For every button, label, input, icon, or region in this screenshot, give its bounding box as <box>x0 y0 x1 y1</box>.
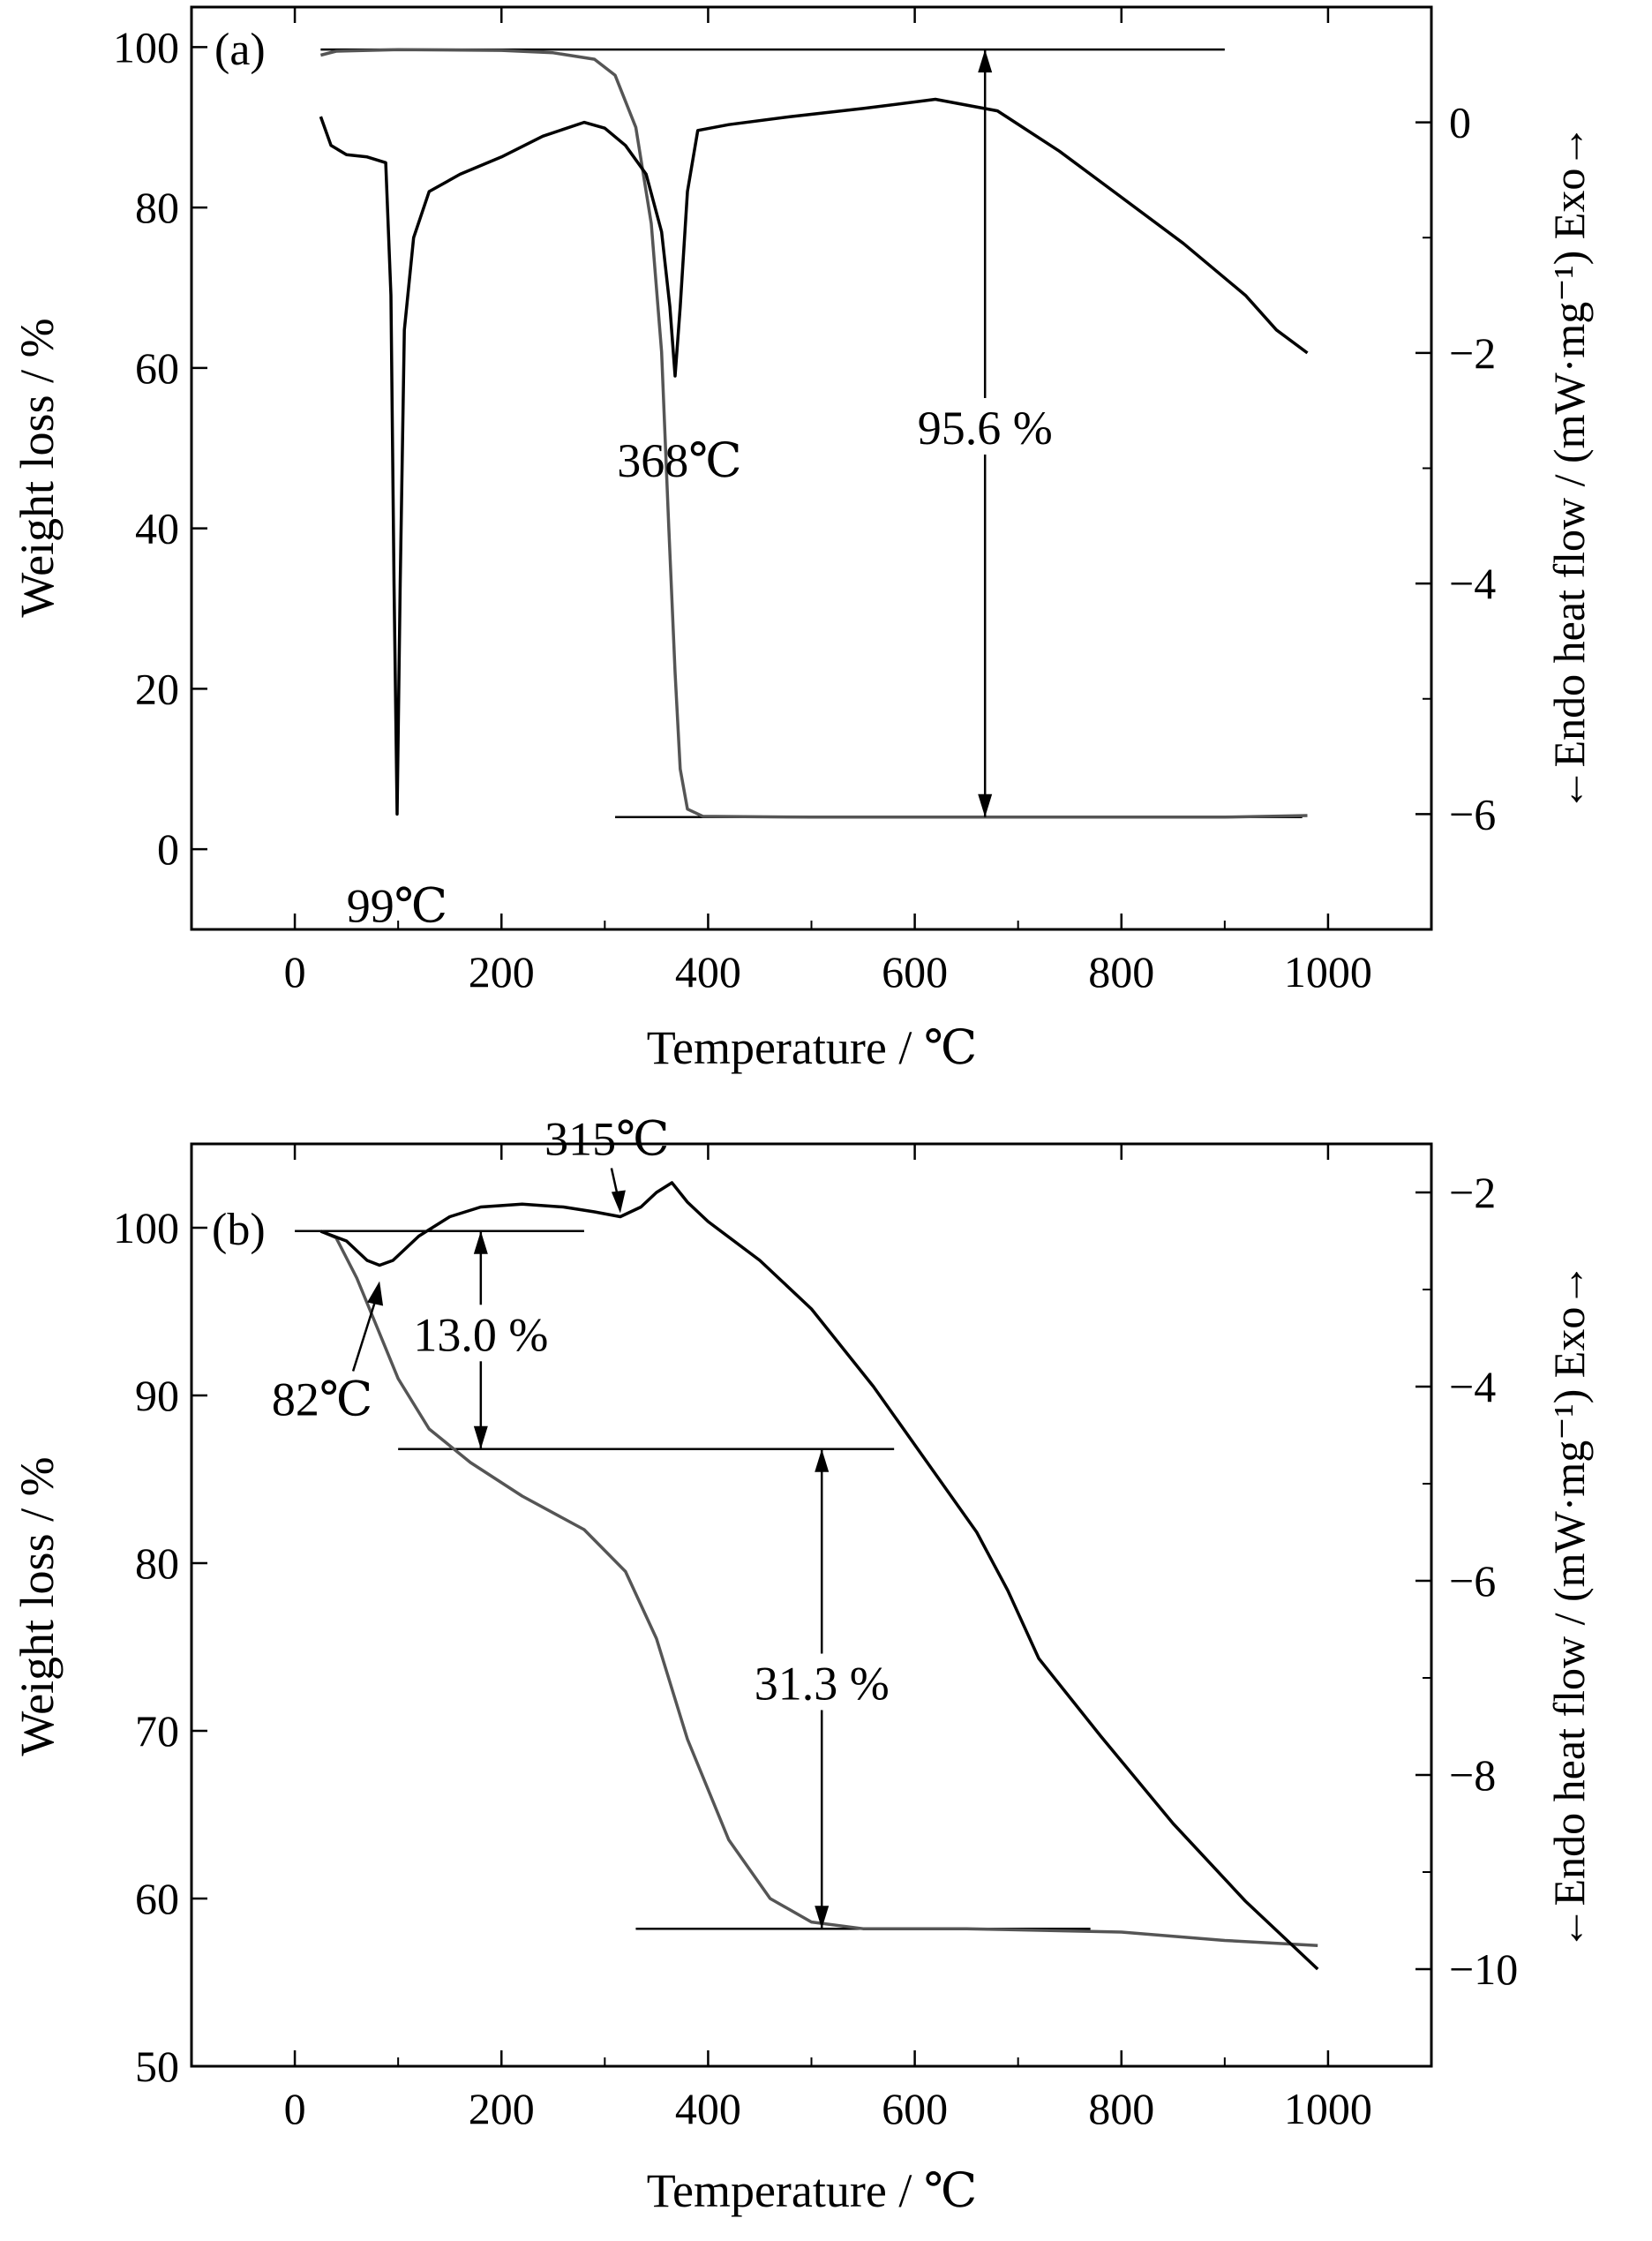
measure-label-bg <box>401 1305 560 1362</box>
annotation-arrow-head <box>367 1281 384 1306</box>
y2-ticks-a: 0 −2 −4 −6 <box>1415 98 1496 930</box>
arrow-head-down <box>978 793 993 817</box>
y2-axis-label-b: ←Endo heat flow / (mW·mg⁻¹) Exo→ <box>1544 1263 1594 1951</box>
y-ticks-a: 0 20 40 60 80 100 <box>113 22 207 874</box>
series-a <box>319 48 1309 819</box>
series-b <box>319 1181 1319 1971</box>
x-ticks-a: 0 200 400 600 800 1000 <box>191 7 1432 996</box>
x-axis-label-a: Temperature / ℃ <box>647 1021 977 1074</box>
y-tick-label: 90 <box>135 1371 179 1420</box>
y2-tick-label: −10 <box>1449 1944 1518 1994</box>
arrows-b: 13.0 % 31.3 % <box>401 1230 902 1929</box>
y2-tick-label: −4 <box>1449 1362 1496 1411</box>
arrow-head-up <box>978 49 993 73</box>
arrow-head-up <box>473 1230 488 1254</box>
arrow-head-up <box>815 1448 830 1472</box>
x-tick-label: 800 <box>1088 947 1154 996</box>
y-tick-label: 70 <box>135 1706 179 1756</box>
panel-label-a: (a) <box>214 25 266 75</box>
x-tick-label: 1000 <box>1284 2084 1372 2133</box>
weight-loss-curve <box>319 1230 1318 1947</box>
y-axis-label-a: Weight loss / % <box>11 318 64 617</box>
y-tick-label: 100 <box>113 1203 179 1252</box>
peak-annotation: 315℃ <box>544 1113 669 1166</box>
peak-annotation: 368℃ <box>617 434 741 487</box>
y-tick-label: 50 <box>135 2042 179 2091</box>
y-tick-label: 80 <box>135 183 179 232</box>
x-tick-label: 0 <box>284 2084 306 2133</box>
reference-lines-a <box>320 48 1303 819</box>
x-tick-label: 1000 <box>1284 947 1372 996</box>
y-tick-label: 0 <box>157 824 179 874</box>
x-tick-label: 200 <box>469 2084 535 2133</box>
chart-panel-b: (b) Temperature / ℃ Weight loss / % ←End… <box>11 1113 1594 2218</box>
y-tick-label: 40 <box>135 504 179 553</box>
peak-annotation: 82℃ <box>272 1373 372 1426</box>
x-tick-label: 600 <box>882 2084 948 2133</box>
y2-tick-label: −6 <box>1449 1556 1496 1606</box>
x-tick-label: 0 <box>284 947 306 996</box>
arrow-head-down <box>815 1906 830 1929</box>
panel-label-b: (b) <box>212 1205 266 1255</box>
x-tick-label: 600 <box>882 947 948 996</box>
x-tick-label: 400 <box>675 2084 741 2133</box>
y-tick-label: 60 <box>135 1874 179 1923</box>
y-ticks-b: 50 60 70 80 90 100 <box>113 1203 207 2091</box>
measure-label: 13.0 % <box>413 1308 548 1361</box>
y-tick-label: 60 <box>135 343 179 393</box>
y2-tick-label: −4 <box>1449 559 1496 608</box>
measure-label-bg <box>742 1653 902 1711</box>
annotations-b: 82℃ 315℃ <box>272 1113 670 1426</box>
y2-axis-label-a: ←Endo heat flow / (mW·mg⁻¹) Exo→ <box>1544 124 1594 812</box>
x-axis-label-b: Temperature / ℃ <box>647 2164 977 2217</box>
measure-label: 95.6 % <box>918 402 1053 455</box>
x-tick-label: 400 <box>675 947 741 996</box>
heat-flow-curve <box>319 1181 1319 1971</box>
arrow-head-down <box>473 1425 488 1449</box>
measure-label: 31.3 % <box>755 1658 890 1711</box>
measure-label-bg <box>905 397 1065 455</box>
y-tick-label: 20 <box>135 664 179 713</box>
chart-panel-a: (a) Temperature / ℃ Weight loss / % ←End… <box>11 5 1594 1074</box>
plot-frame-a <box>190 5 1433 931</box>
y2-tick-label: −2 <box>1449 1168 1496 1217</box>
y2-tick-label: −6 <box>1449 789 1496 838</box>
y-axis-label-b: Weight loss / % <box>11 1456 64 1756</box>
y-tick-label: 100 <box>113 22 179 71</box>
y2-tick-label: −8 <box>1449 1750 1496 1800</box>
x-ticks-b: 0 200 400 600 800 1000 <box>191 1144 1432 2133</box>
annotation-arrow-head <box>611 1190 626 1214</box>
heat-flow-curve <box>319 97 1309 816</box>
y-tick-label: 80 <box>135 1538 179 1588</box>
arrows-a: 95.6 % <box>905 49 1065 817</box>
x-tick-label: 200 <box>469 947 535 996</box>
peak-annotation: 99℃ <box>347 880 447 933</box>
x-tick-label: 800 <box>1088 2084 1154 2133</box>
y2-tick-label: 0 <box>1449 98 1471 147</box>
y2-tick-label: −2 <box>1449 328 1496 378</box>
weight-loss-curve <box>319 48 1308 819</box>
y2-ticks-b: −2 −4 −6 −8 −10 <box>1415 1168 1518 2067</box>
annotations-a: 99℃ 368℃ <box>347 434 742 932</box>
